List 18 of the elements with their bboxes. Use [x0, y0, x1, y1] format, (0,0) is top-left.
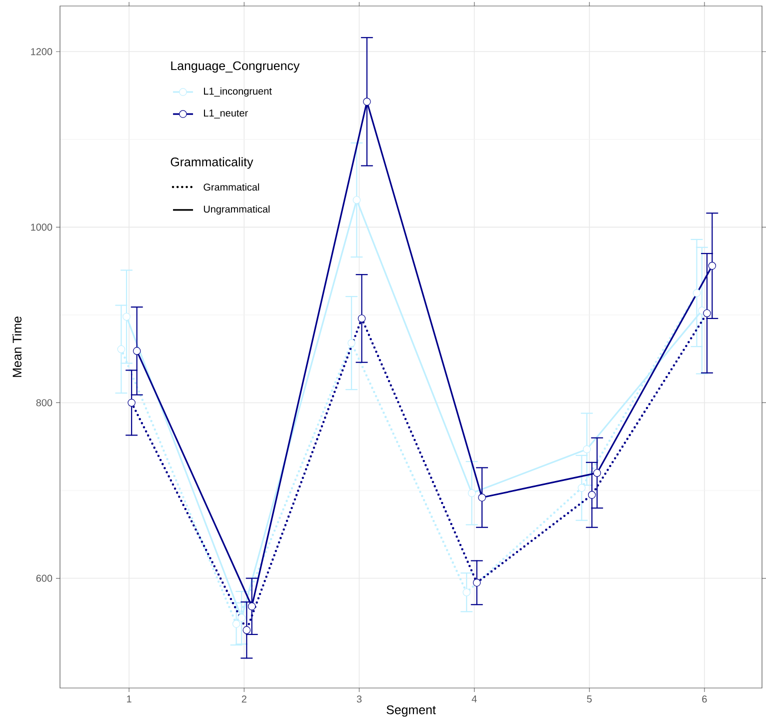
x-tick-label: 5 [587, 696, 592, 702]
legend-label: L1_neuter [204, 110, 248, 118]
annotation: Ungrammatical [204, 205, 270, 215]
annotation: Grammatical [204, 183, 259, 191]
x-tick-label: 6 [702, 696, 707, 703]
y-tick-label: 1200 [31, 48, 52, 56]
x-tick-label: 2 [242, 696, 246, 702]
y-tick-label: 600 [36, 574, 52, 582]
annotation: Grammaticality [170, 157, 254, 169]
legend-title: Language_Congruency [171, 61, 300, 73]
y-tick-label: 800 [36, 399, 52, 406]
x-axis-title: Segment [386, 705, 436, 717]
x-tick-label: 1 [127, 696, 132, 702]
legend-label: L1_incongruent [204, 87, 272, 97]
y-axis-title: Mean Time [12, 316, 22, 377]
y-tick-label: 1000 [31, 224, 52, 231]
x-tick-label: 4 [472, 696, 477, 702]
x-tick-label: 3 [356, 696, 362, 703]
